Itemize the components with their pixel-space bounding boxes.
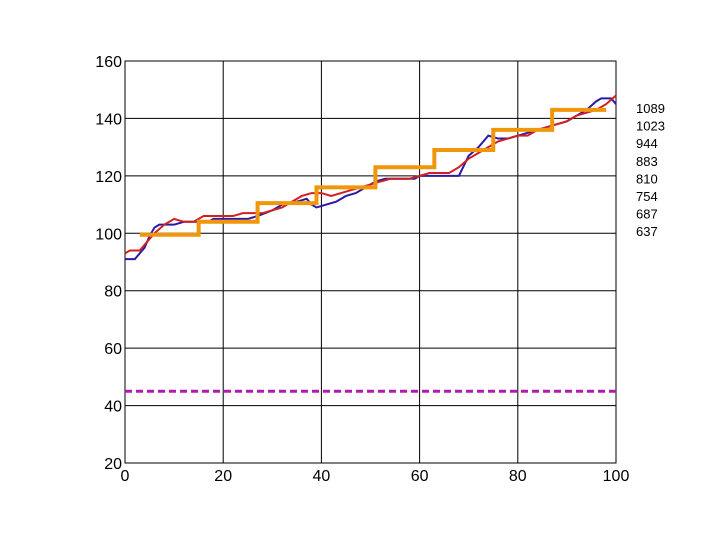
series-line-3 <box>139 107 607 237</box>
right-label: 944 <box>636 136 658 151</box>
y-axis-ticks: 20 40 60 80 100 120 140 160 <box>95 54 122 473</box>
y-tick-label: 40 <box>104 399 122 416</box>
y-tick-label: 60 <box>104 341 122 358</box>
right-label: 637 <box>636 224 658 239</box>
y-tick-label: 140 <box>95 111 122 128</box>
y-tick-label: 160 <box>95 54 122 71</box>
y-tick-label: 120 <box>95 169 122 186</box>
right-label: 687 <box>636 207 658 222</box>
y-tick-label: 80 <box>104 284 122 301</box>
x-tick-label: 20 <box>214 468 232 485</box>
right-label: 1089 <box>636 101 665 116</box>
x-tick-label: 0 <box>121 468 130 485</box>
grid-lines <box>124 60 617 464</box>
x-tick-label: 100 <box>603 468 630 485</box>
y-tick-label: 100 <box>95 226 122 243</box>
right-side-labels: 1089 1023 944 883 810 754 687 637 <box>636 101 665 239</box>
right-label: 754 <box>636 189 658 204</box>
x-tick-label: 60 <box>411 468 429 485</box>
series-group <box>124 94 617 393</box>
right-label: 883 <box>636 154 658 169</box>
x-axis-ticks: 0 20 40 60 80 100 <box>121 468 630 485</box>
right-label: 810 <box>636 171 658 186</box>
x-tick-label: 80 <box>509 468 527 485</box>
y-tick-label: 20 <box>104 456 122 473</box>
right-label: 1023 <box>636 119 665 134</box>
plot-area <box>124 60 617 464</box>
x-tick-label: 40 <box>313 468 331 485</box>
